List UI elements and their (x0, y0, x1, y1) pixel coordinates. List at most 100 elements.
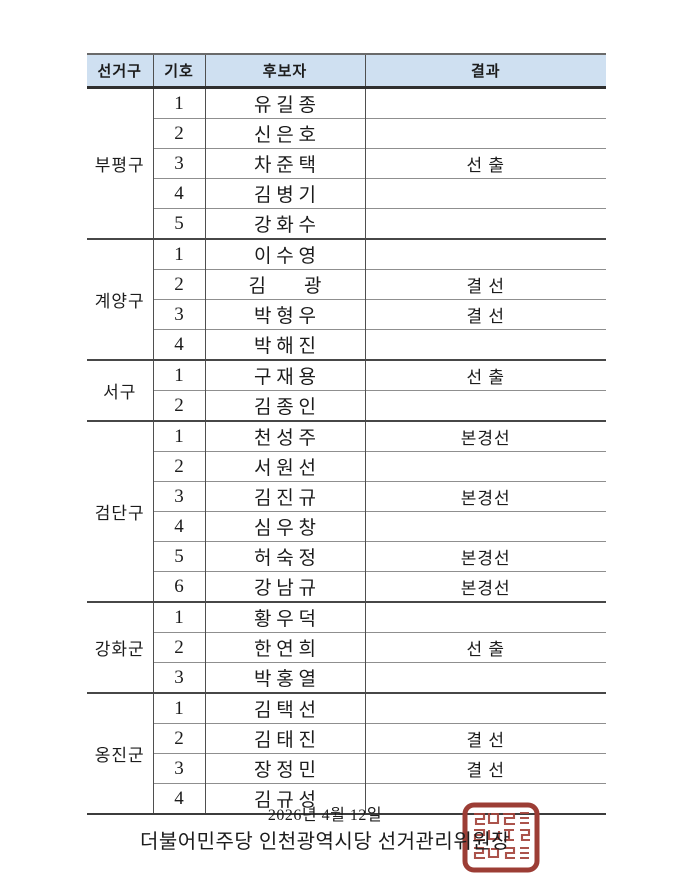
header-district: 선거구 (87, 53, 154, 89)
number-cell: 3 (153, 481, 206, 512)
candidate-cell: 김 진 규 (205, 481, 366, 512)
district-cell: 계양구 (87, 238, 154, 360)
candidate-cell: 서 원 선 (205, 451, 366, 482)
result-cell: 본경선 (365, 481, 606, 512)
number-cell: 2 (153, 451, 206, 482)
number-cell: 4 (153, 329, 206, 360)
candidate-cell: 김 택 선 (205, 692, 366, 724)
number-cell: 5 (153, 208, 206, 239)
result-cell (365, 86, 606, 119)
district-cell: 옹진군 (87, 692, 154, 814)
result-cell: 결 선 (365, 723, 606, 754)
number-cell: 4 (153, 511, 206, 542)
result-cell: 선 출 (365, 632, 606, 663)
result-cell: 본경선 (365, 571, 606, 602)
seal-graphic (462, 802, 540, 873)
result-cell: 결 선 (365, 753, 606, 784)
table-row: 부평구 1 유 길 종 (87, 86, 606, 239)
result-cell: 선 출 (365, 148, 606, 179)
header-candidate: 후보자 (205, 53, 366, 89)
number-cell: 2 (153, 269, 206, 300)
number-cell: 2 (153, 632, 206, 663)
table-row: 검단구 1 천 성 주 본경선 (87, 420, 606, 602)
district-cell: 부평구 (87, 86, 154, 239)
candidate-cell: 강 남 규 (205, 571, 366, 602)
signature-line: 더불어민주당 인천광역시당 선거관리위원장 (139, 831, 511, 853)
official-seal (462, 802, 540, 873)
number-cell: 3 (153, 753, 206, 784)
number-cell: 2 (153, 723, 206, 754)
district-cell: 강화군 (87, 601, 154, 693)
candidate-cell: 김 광 (205, 269, 366, 300)
table-row: 계양구 1 이 수 영 (87, 238, 606, 360)
number-cell: 1 (153, 86, 206, 119)
candidate-cell: 유 길 종 (205, 86, 366, 119)
result-cell (365, 208, 606, 239)
result-cell (365, 451, 606, 482)
result-cell (365, 511, 606, 542)
number-cell: 1 (153, 359, 206, 391)
result-cell: 본경선 (365, 420, 606, 452)
result-cell (365, 118, 606, 149)
header-number: 기호 (153, 53, 206, 89)
candidate-cell: 김 종 인 (205, 390, 366, 421)
candidate-cell: 김 병 기 (205, 178, 366, 209)
candidate-cell: 심 우 창 (205, 511, 366, 542)
result-cell (365, 390, 606, 421)
number-cell: 1 (153, 238, 206, 270)
candidate-cell: 김 태 진 (205, 723, 366, 754)
header-result: 결과 (365, 53, 606, 89)
candidate-cell: 신 은 호 (205, 118, 366, 149)
candidate-cell: 천 성 주 (205, 420, 366, 452)
candidate-cell: 강 화 수 (205, 208, 366, 239)
table-row: 옹진군 1 김 택 선 (87, 692, 606, 814)
candidate-cell: 황 우 덕 (205, 601, 366, 633)
number-cell: 3 (153, 299, 206, 330)
result-cell (365, 238, 606, 270)
district-cell: 서구 (87, 359, 154, 421)
result-cell (365, 662, 606, 693)
result-cell: 선 출 (365, 359, 606, 391)
district-cell: 검단구 (87, 420, 154, 602)
table-row: 강화군 1 황 우 덕 (87, 601, 606, 693)
candidate-cell: 박 홍 열 (205, 662, 366, 693)
candidate-cell: 박 형 우 (205, 299, 366, 330)
candidate-cell: 박 해 진 (205, 329, 366, 360)
number-cell: 6 (153, 571, 206, 602)
number-cell: 5 (153, 541, 206, 572)
number-cell: 2 (153, 390, 206, 421)
result-cell: 결 선 (365, 299, 606, 330)
result-cell (365, 178, 606, 209)
number-cell: 1 (153, 420, 206, 452)
document-date: 2026년 4월 12일 (267, 807, 383, 824)
number-cell: 3 (153, 662, 206, 693)
table-header: 선거구 기호 후보자 결과 (87, 53, 606, 89)
number-cell: 4 (153, 783, 206, 814)
result-cell (365, 692, 606, 724)
number-cell: 4 (153, 178, 206, 209)
candidate-cell: 이 수 영 (205, 238, 366, 270)
candidate-cell: 차 준 택 (205, 148, 366, 179)
candidate-cell: 허 숙 정 (205, 541, 366, 572)
candidate-cell: 구 재 용 (205, 359, 366, 391)
